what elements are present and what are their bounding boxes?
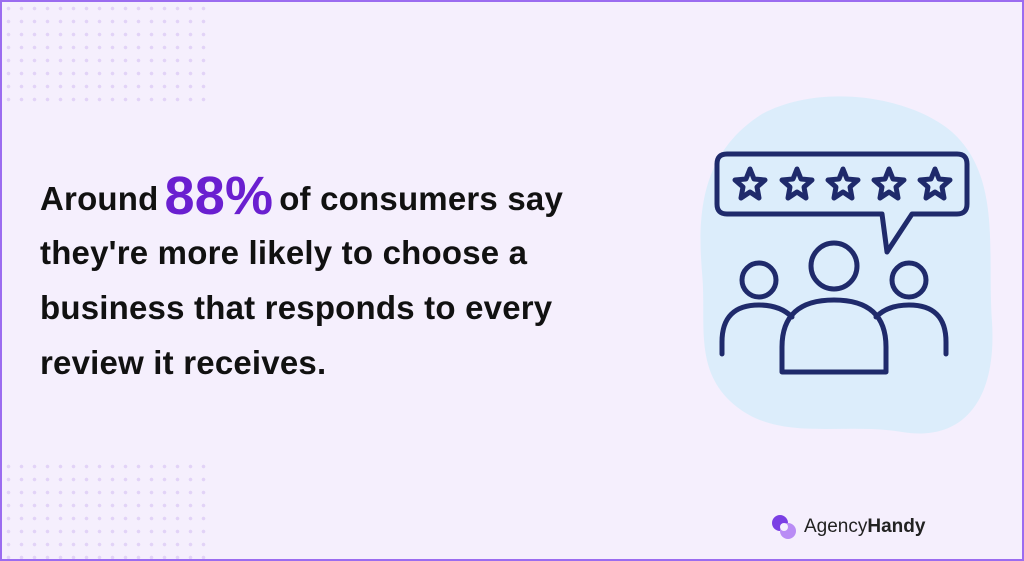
dot-pattern [2,460,212,559]
headline-lead: Around [40,180,159,217]
dot-pattern [2,2,212,102]
headline-rest: of consumers say [279,180,564,217]
logo-mark [772,515,796,539]
headline-line: review it receives. [40,344,327,381]
background-blob [700,96,993,434]
review-icon [714,151,970,375]
logo: AgencyHandy [770,513,925,541]
logo-text-bold: Handy [867,516,926,537]
headline-line: business that responds to every [40,289,553,326]
headline-line: they're more likely to choose a [40,234,528,271]
logo-text: Agency [804,516,868,537]
highlight-stat: 88% [164,166,274,226]
headline-line: Around 88% of consumers say [40,165,563,227]
